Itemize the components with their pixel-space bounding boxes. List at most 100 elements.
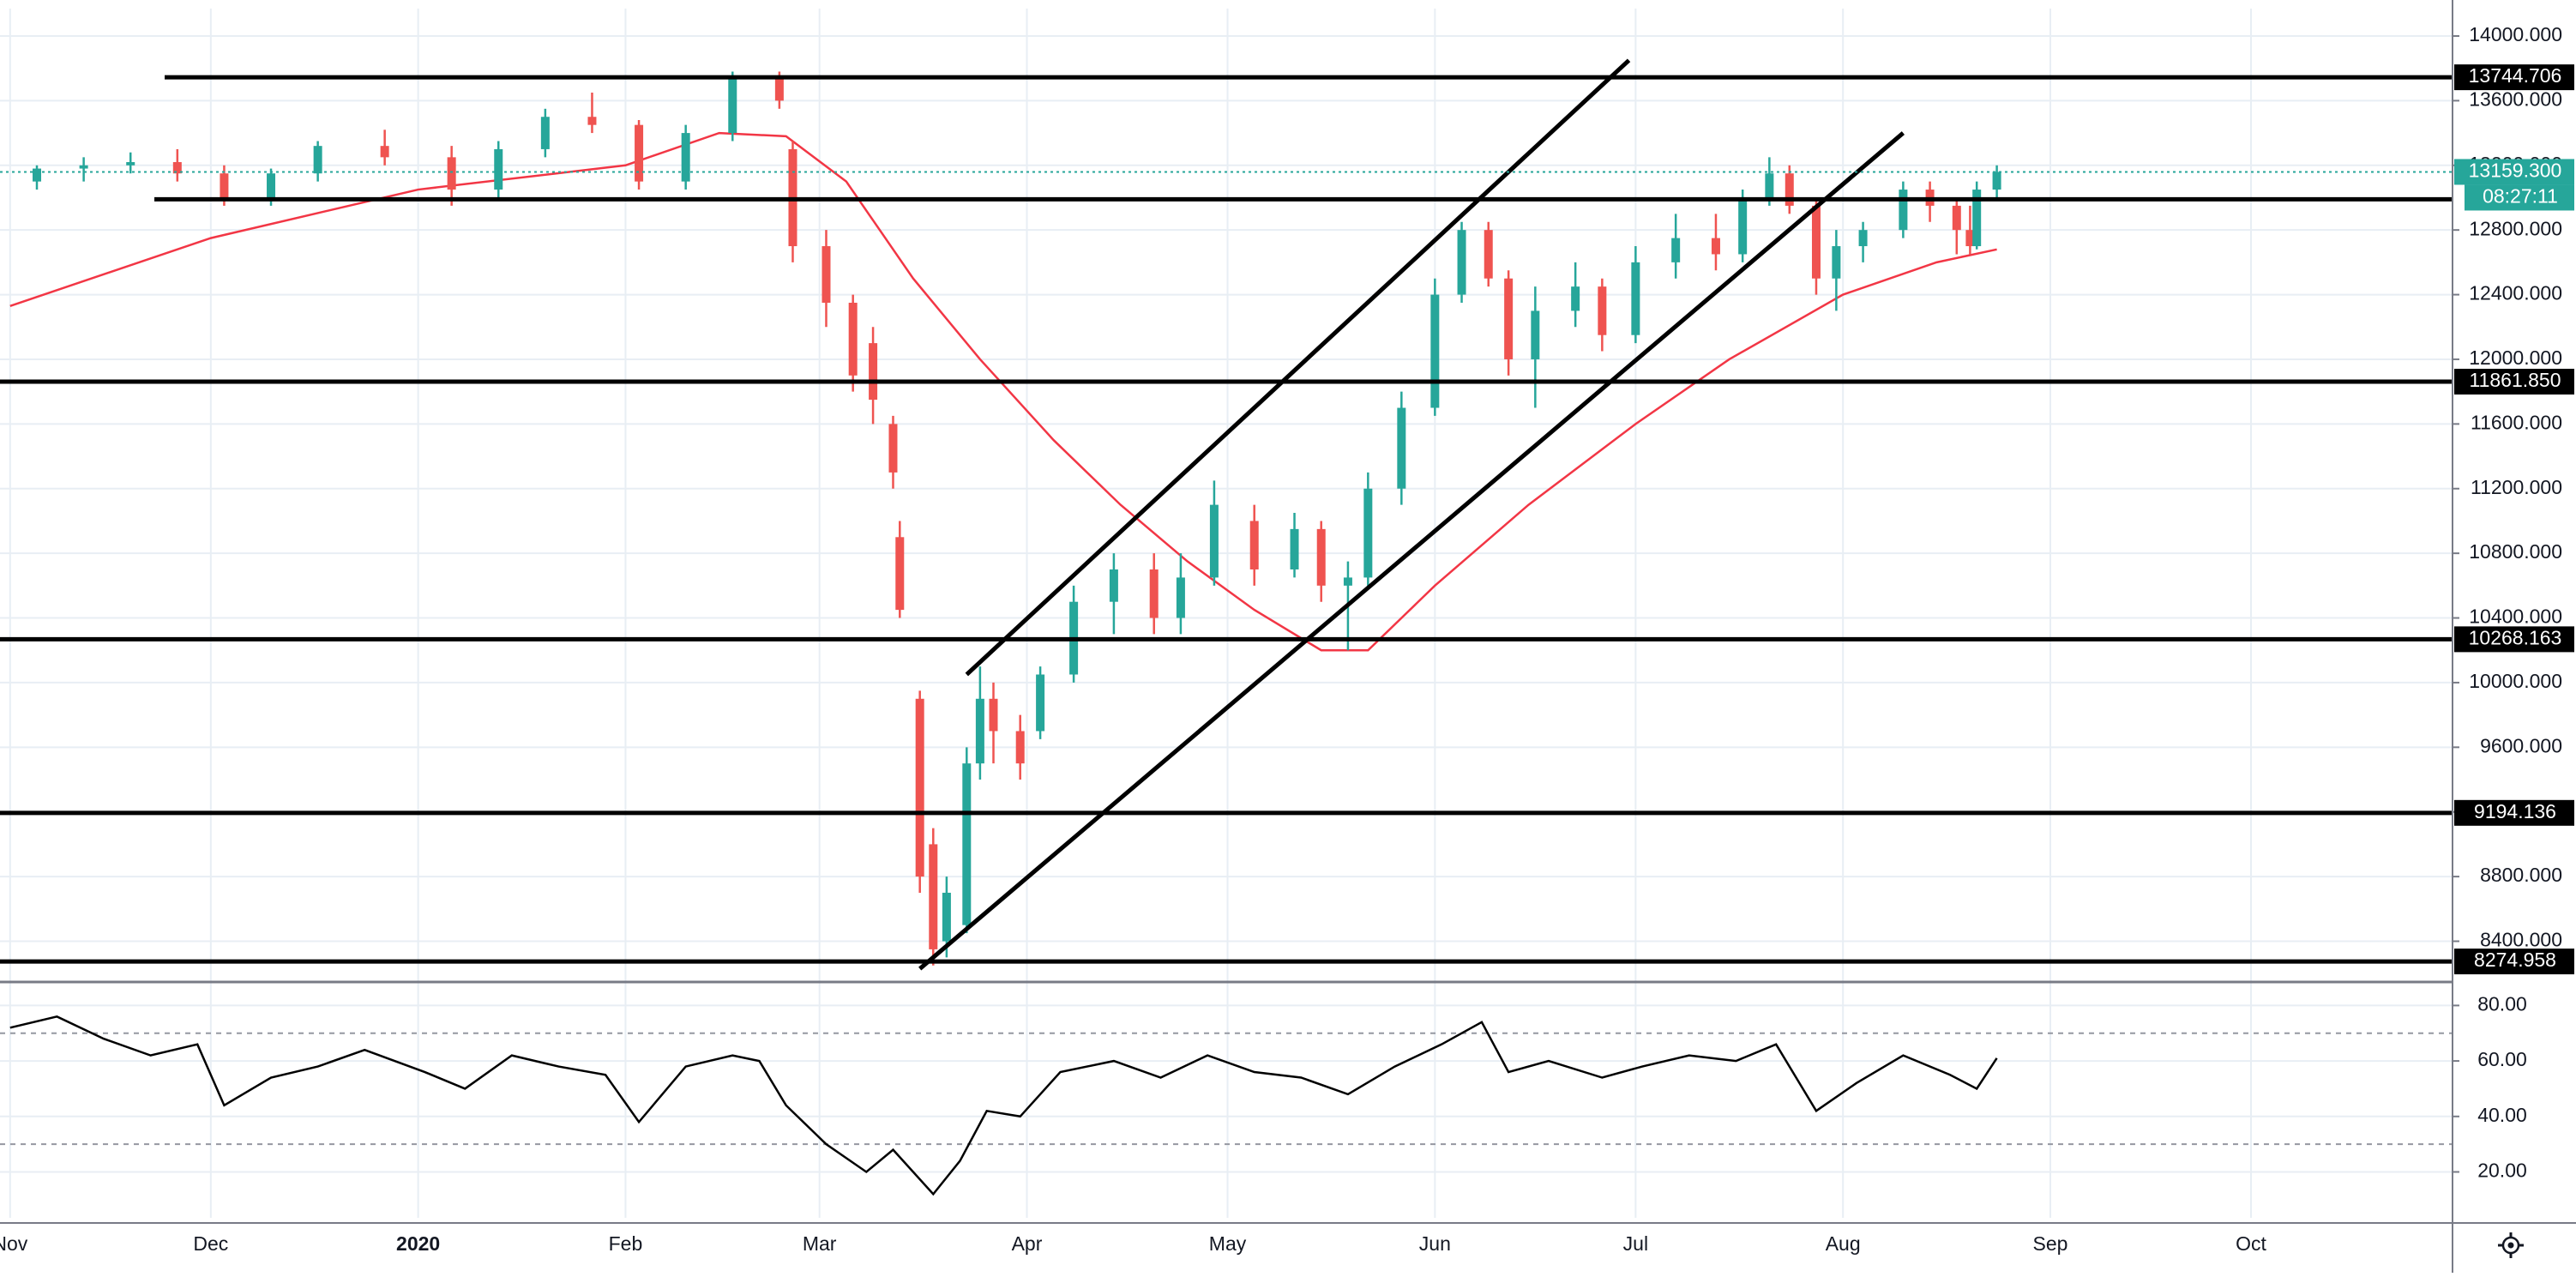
price-axis-tick-label: 10800.000 bbox=[2469, 540, 2562, 563]
candle-body bbox=[989, 698, 998, 732]
candle-body bbox=[1832, 246, 1841, 279]
candle-body bbox=[1290, 528, 1299, 569]
time-axis-label: Mar bbox=[803, 1232, 837, 1255]
candle-body bbox=[33, 168, 42, 182]
rsi-axis-tick-label: 20.00 bbox=[2477, 1160, 2527, 1182]
level-price-tag bbox=[2454, 799, 2574, 826]
candles bbox=[33, 71, 2001, 966]
candle-body bbox=[774, 78, 784, 101]
candle-body bbox=[929, 844, 938, 949]
price-axis-tick-label: 12000.000 bbox=[2469, 346, 2562, 369]
time-axis-label: Feb bbox=[609, 1232, 643, 1255]
candle-body bbox=[1785, 173, 1794, 206]
price-axis-tick-label: 13600.000 bbox=[2469, 87, 2562, 110]
time-axis-label: Jul bbox=[1623, 1232, 1648, 1255]
candle-body bbox=[1430, 294, 1440, 408]
candle-body bbox=[1249, 521, 1259, 569]
time-axis-label: Aug bbox=[1826, 1232, 1861, 1255]
current-price-tag-label: 13159.300 bbox=[2469, 160, 2562, 182]
current-price-tag bbox=[2454, 159, 2574, 185]
price-axis-tick-label: 11600.000 bbox=[2471, 411, 2562, 433]
candle-body bbox=[1858, 230, 1868, 247]
candle-body bbox=[79, 165, 88, 169]
trendline-channel-upper bbox=[965, 58, 1631, 677]
rsi-axis-tick-label: 40.00 bbox=[2477, 1104, 2527, 1126]
price-axis-tick-label: 8400.000 bbox=[2480, 929, 2562, 951]
price-axis-tick-label: 8800.000 bbox=[2480, 864, 2562, 886]
candle-body bbox=[1209, 504, 1219, 578]
level-price-tag-label: 11861.850 bbox=[2469, 369, 2561, 391]
candle-body bbox=[1711, 238, 1720, 255]
level-price-tag bbox=[2454, 64, 2574, 91]
rsi-line bbox=[9, 1015, 1998, 1196]
rsi-pane bbox=[0, 1015, 2453, 1196]
candle-body bbox=[975, 698, 984, 764]
time-axis-label: Apr bbox=[1012, 1232, 1043, 1255]
candle-body bbox=[1343, 577, 1352, 586]
settings-gear-icon[interactable] bbox=[2498, 1232, 2524, 1258]
candle-body bbox=[1531, 310, 1540, 359]
candle-body bbox=[962, 763, 972, 925]
candle-body bbox=[1149, 569, 1159, 618]
candle-body bbox=[1598, 286, 1607, 335]
countdown-tag-label: 08:27:11 bbox=[2483, 185, 2558, 208]
moving-average bbox=[9, 131, 1997, 652]
axis-labels: Nov Dec 2020 Feb Mar Apr May Jun Jul Aug Sep Oct 840… bbox=[0, 23, 2574, 1255]
level-price-tag-label: 13744.706 bbox=[2469, 64, 2562, 87]
candle-body bbox=[1671, 238, 1681, 262]
candle-body bbox=[942, 892, 951, 942]
countdown-tag bbox=[2465, 184, 2574, 211]
candle-body bbox=[915, 698, 924, 877]
candle-body bbox=[681, 133, 690, 182]
candle-body bbox=[1811, 205, 1821, 279]
rsi-axis-tick-label: 80.00 bbox=[2477, 992, 2527, 1015]
candle-body bbox=[1965, 230, 1975, 247]
candle-body bbox=[1176, 577, 1185, 618]
candle-body bbox=[1036, 674, 1045, 732]
price-axis-tick-label: 12400.000 bbox=[2469, 282, 2562, 304]
candle-body bbox=[1504, 278, 1514, 359]
candle-body bbox=[540, 117, 550, 149]
candle-body bbox=[220, 173, 229, 198]
price-axis-tick-label: 10400.000 bbox=[2469, 605, 2562, 628]
time-axis-label: May bbox=[1209, 1232, 1247, 1255]
price-axis-tick-label: 14000.000 bbox=[2469, 23, 2562, 45]
level-price-tag-label: 8274.958 bbox=[2474, 949, 2556, 971]
candle-body bbox=[1015, 731, 1025, 764]
grid bbox=[0, 9, 2453, 1218]
level-price-tag bbox=[2454, 369, 2574, 395]
time-axis-label: 2020 bbox=[396, 1232, 440, 1255]
trendline-channel-lower bbox=[918, 131, 1905, 971]
candle-body bbox=[1316, 528, 1326, 586]
time-axis-label: Oct bbox=[2236, 1232, 2266, 1255]
level-price-tag-label: 9194.136 bbox=[2474, 800, 2556, 822]
candle-body bbox=[1363, 488, 1373, 578]
candle-body bbox=[447, 157, 456, 190]
candle-body bbox=[1397, 407, 1406, 489]
candle-body bbox=[1952, 205, 1961, 231]
level-price-tag bbox=[2454, 626, 2574, 653]
candle-body bbox=[888, 424, 898, 473]
candle-body bbox=[1571, 286, 1580, 311]
candle-body bbox=[1738, 197, 1748, 255]
candle-body bbox=[895, 537, 905, 611]
candle-body bbox=[869, 343, 878, 401]
candle-body bbox=[1765, 173, 1774, 198]
price-axis-tick-label: 11200.000 bbox=[2471, 476, 2562, 498]
candle-body bbox=[1484, 230, 1493, 279]
candle-body bbox=[728, 78, 737, 134]
candle-body bbox=[1899, 190, 1908, 231]
time-axis-label: Nov bbox=[0, 1232, 28, 1255]
price-axis-tick-label: 9600.000 bbox=[2480, 734, 2562, 756]
level-price-tag-label: 10268.163 bbox=[2469, 626, 2562, 648]
price-axis-tick-label: 12800.000 bbox=[2469, 217, 2562, 239]
candle-body bbox=[1109, 569, 1118, 602]
time-axis-label: Sep bbox=[2033, 1232, 2068, 1255]
candle-body bbox=[635, 124, 644, 182]
candle-body bbox=[848, 302, 858, 376]
candle-body bbox=[494, 148, 503, 190]
candle-body bbox=[380, 146, 389, 158]
